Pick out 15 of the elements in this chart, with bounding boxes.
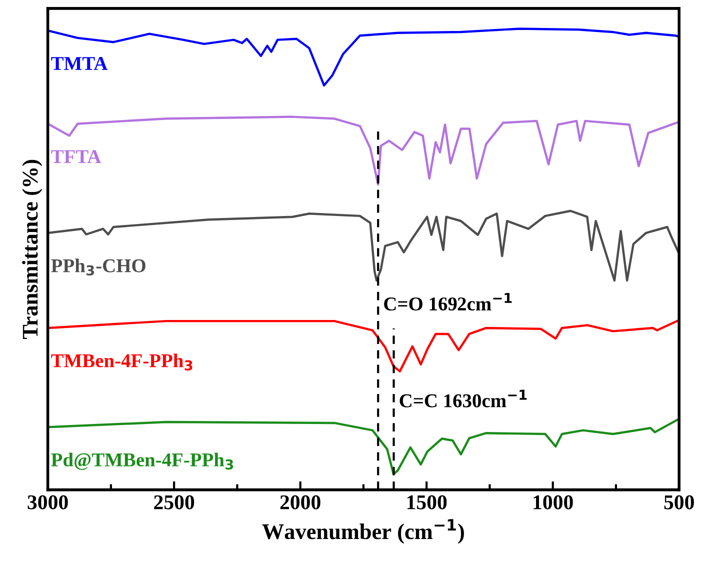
series-label: TMTA bbox=[51, 56, 108, 70]
annotation: C=O 1692cm$^{−1}$ bbox=[384, 292, 512, 311]
x-tick-label: 1000 bbox=[534, 495, 573, 510]
x-tick-label: 3000 bbox=[28, 495, 68, 510]
x-tick-label: 2500 bbox=[154, 495, 194, 510]
x-tick-label: 2000 bbox=[280, 495, 320, 510]
annotation: C=C 1630cm$^{−1}$ bbox=[400, 390, 527, 408]
series-label: PPh$_{3}$-CHO bbox=[51, 258, 146, 276]
y-axis-title: Transmittance (%) bbox=[22, 160, 42, 339]
series-label: TMBen-4F-PPh$_{3}$ bbox=[51, 354, 192, 370]
x-tick-label: 1500 bbox=[407, 495, 447, 510]
x-tick-label: 500 bbox=[664, 495, 694, 510]
series-label: TFTA bbox=[51, 150, 102, 163]
x-axis-title: Wavenumber (cm$^{−1}$) bbox=[262, 519, 464, 544]
series-label: Pd@TMBen-4F-PPh$_{3}$ bbox=[51, 452, 234, 470]
